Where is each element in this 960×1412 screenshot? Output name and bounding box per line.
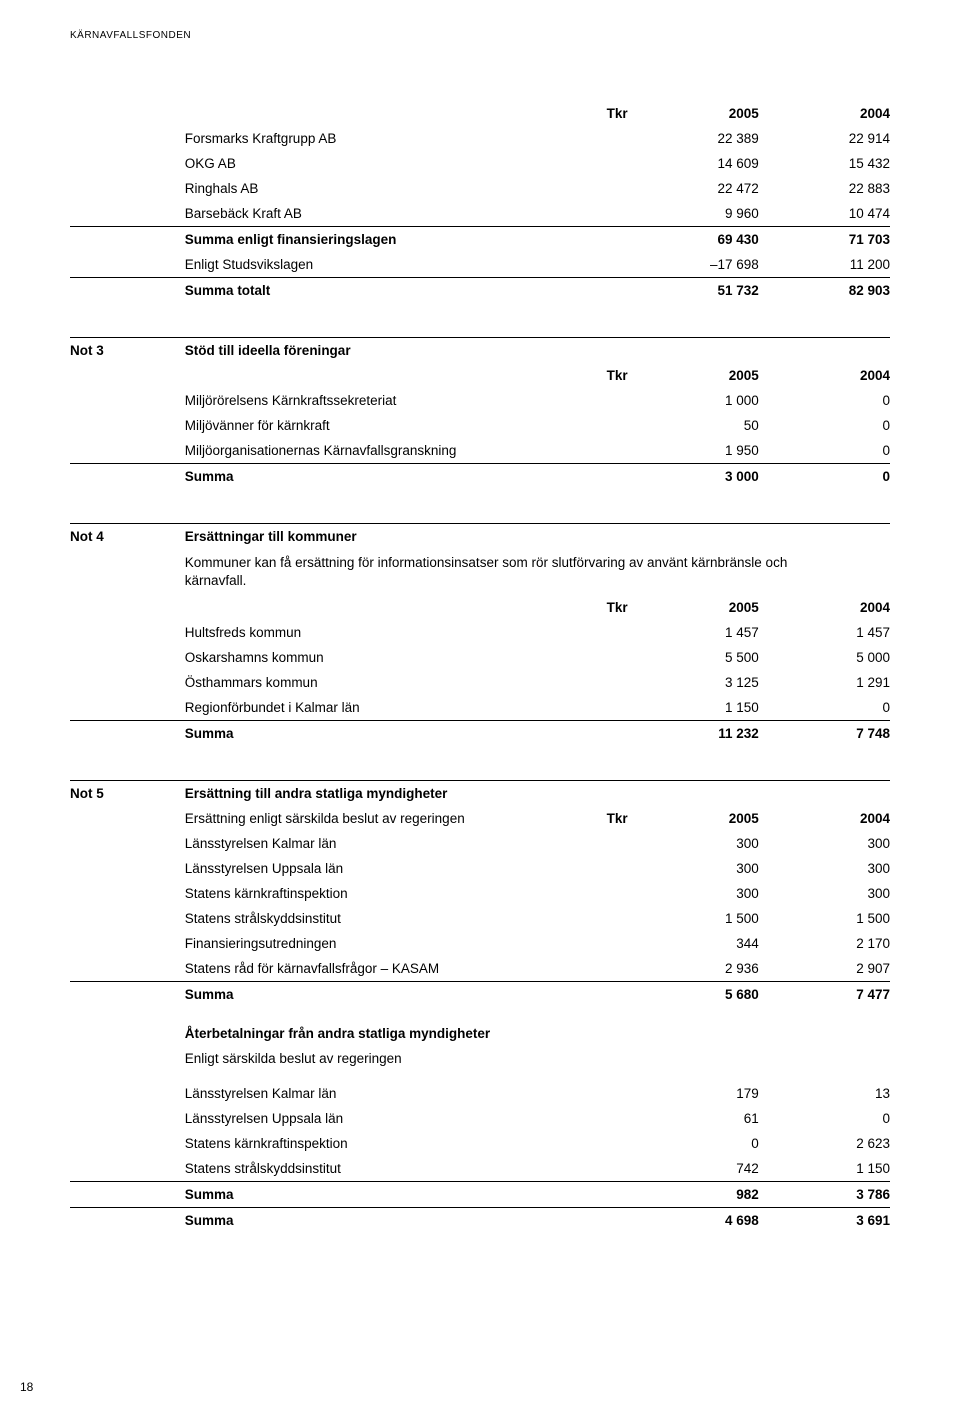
table-row: Östhammars kommun 3 125 1 291 (70, 670, 890, 695)
note-label: Not 4 (70, 524, 185, 550)
note-title: Ersättningar till kommuner (185, 524, 562, 550)
table-row: Miljörörelsens Kärnkraftssekreteriat 1 0… (70, 388, 890, 413)
section2-title: Återbetalningar från andra statliga mynd… (185, 1021, 890, 1046)
table-1: Tkr 2005 2004 Forsmarks Kraftgrupp AB 22… (70, 101, 890, 303)
table-row: Miljövänner för kärnkraft 50 0 (70, 413, 890, 438)
document-header: KÄRNAVFALLSFONDEN (70, 30, 890, 41)
table-row: Statens strålskyddsinstitut 742 1 150 (70, 1156, 890, 1182)
table-row: Finansieringsutredningen 344 2 170 (70, 931, 890, 956)
note-title: Stöd till ideella föreningar (185, 338, 562, 364)
table-row: Länsstyrelsen Kalmar län 300 300 (70, 831, 890, 856)
subtotal-row: Summa enligt finansieringslagen 69 430 7… (70, 227, 890, 253)
table-row: Statens kärnkraftinspektion 300 300 (70, 881, 890, 906)
total-row: Summa 3 000 0 (70, 464, 890, 490)
table-row: Länsstyrelsen Kalmar län 179 13 (70, 1081, 890, 1106)
total-row: Summa 11 232 7 748 (70, 721, 890, 747)
table-row: Statens kärnkraftinspektion 0 2 623 (70, 1131, 890, 1156)
page-number: 18 (20, 1380, 33, 1394)
table-not-3: Not 3 Stöd till ideella föreningar Tkr 2… (70, 337, 890, 489)
note-subtitle: Ersättning enligt särskilda beslut av re… (185, 806, 562, 831)
table-row: Miljöorganisationernas Kärnavfallsgransk… (70, 438, 890, 464)
table-not-5: Not 5 Ersättning till andra statliga myn… (70, 780, 890, 1233)
table-row: Forsmarks Kraftgrupp AB 22 389 22 914 (70, 126, 890, 151)
table-row: Hultsfreds kommun 1 457 1 457 (70, 620, 890, 645)
total-row: Summa 982 3 786 (70, 1182, 890, 1208)
note-title: Ersättning till andra statliga myndighet… (185, 781, 562, 807)
table-row: OKG AB 14 609 15 432 (70, 151, 890, 176)
grand-total-row: Summa 4 698 3 691 (70, 1208, 890, 1234)
table-row: Barsebäck Kraft AB 9 960 10 474 (70, 201, 890, 227)
note-description: Kommuner kan få ersättning för informati… (185, 549, 890, 595)
table-row: Enligt Studsvikslagen –17 698 11 200 (70, 252, 890, 278)
table-not-4: Not 4 Ersättningar till kommuner Kommune… (70, 523, 890, 746)
table-row: Regionförbundet i Kalmar län 1 150 0 (70, 695, 890, 721)
total-row: Summa totalt 51 732 82 903 (70, 278, 890, 304)
col-2005: 2005 (628, 101, 759, 126)
col-2004: 2004 (759, 101, 890, 126)
table-row: Statens strålskyddsinstitut 1 500 1 500 (70, 906, 890, 931)
table-row: Länsstyrelsen Uppsala län 61 0 (70, 1106, 890, 1131)
table-row: Länsstyrelsen Uppsala län 300 300 (70, 856, 890, 881)
table-row: Oskarshamns kommun 5 500 5 000 (70, 645, 890, 670)
note-label: Not 3 (70, 338, 185, 364)
col-tkr: Tkr (562, 101, 628, 126)
table-row: Ringhals AB 22 472 22 883 (70, 176, 890, 201)
section2-subtitle: Enligt särskilda beslut av regeringen (185, 1046, 890, 1071)
table-row: Statens råd för kärnavfallsfrågor – KASA… (70, 956, 890, 982)
note-label: Not 5 (70, 781, 185, 807)
total-row: Summa 5 680 7 477 (70, 982, 890, 1008)
